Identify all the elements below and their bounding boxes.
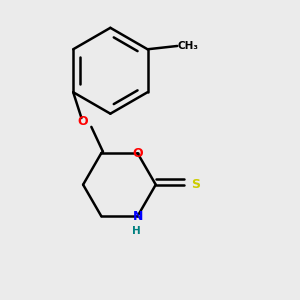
Text: H: H — [132, 226, 140, 236]
Text: O: O — [78, 116, 88, 128]
Text: CH₃: CH₃ — [177, 41, 198, 51]
Text: O: O — [132, 147, 143, 160]
Text: S: S — [191, 178, 200, 191]
Text: N: N — [132, 210, 143, 223]
